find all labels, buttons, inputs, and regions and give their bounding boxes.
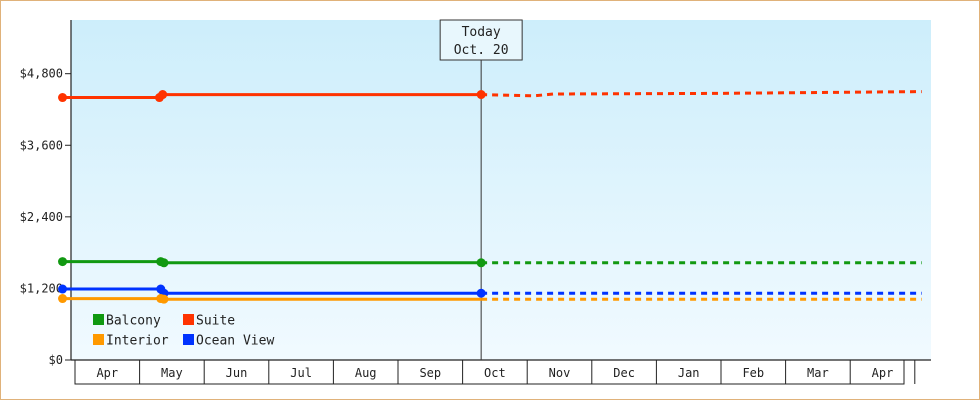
month-label: Oct <box>484 366 506 380</box>
month-label: Apr <box>96 366 118 380</box>
month-label: Nov <box>549 366 571 380</box>
ocean-view-point <box>476 288 486 298</box>
month-label: Aug <box>355 366 377 380</box>
balcony-series-line <box>62 260 482 265</box>
today-label: Today <box>462 25 501 40</box>
interior-point <box>58 294 68 304</box>
month-label: May <box>161 366 183 380</box>
suite-point <box>158 90 168 100</box>
month-label: Jan <box>678 366 700 380</box>
month-label: Jul <box>290 366 312 380</box>
balcony-point <box>476 258 486 268</box>
balcony-point <box>159 258 169 268</box>
ocean-view-point <box>58 284 68 294</box>
month-label: Feb <box>742 366 764 380</box>
balcony-legend-swatch <box>93 314 104 325</box>
today-box <box>439 19 523 61</box>
balcony-legend-label: Balcony <box>106 314 161 329</box>
ocean-view-legend-label: Ocean View <box>196 334 274 349</box>
interior-legend-swatch <box>93 334 104 345</box>
y-tick-label: $3,600 <box>20 138 63 152</box>
month-label: Sep <box>419 366 441 380</box>
suite-point <box>476 90 486 100</box>
interior-legend-label: Interior <box>106 334 169 349</box>
interior-point <box>159 294 169 304</box>
month-label: Dec <box>613 366 635 380</box>
suite-forecast-line <box>481 90 922 98</box>
interior-series-line <box>62 297 482 301</box>
month-label: Apr <box>872 366 894 380</box>
month-label: Jun <box>226 366 248 380</box>
suite-legend-label: Suite <box>196 314 235 329</box>
y-tick-label: $1,200 <box>20 281 63 295</box>
y-tick-label: $2,400 <box>20 210 63 224</box>
suite-point <box>58 93 68 103</box>
today-date: Oct. 20 <box>454 43 509 58</box>
plot-area <box>71 20 931 360</box>
y-tick-label: $4,800 <box>20 67 63 81</box>
ocean-view-legend-swatch <box>183 334 194 345</box>
y-tick-label: $0 <box>49 353 63 367</box>
month-label: Mar <box>807 366 829 380</box>
balcony-point <box>58 257 68 267</box>
suite-legend-swatch <box>183 314 194 325</box>
